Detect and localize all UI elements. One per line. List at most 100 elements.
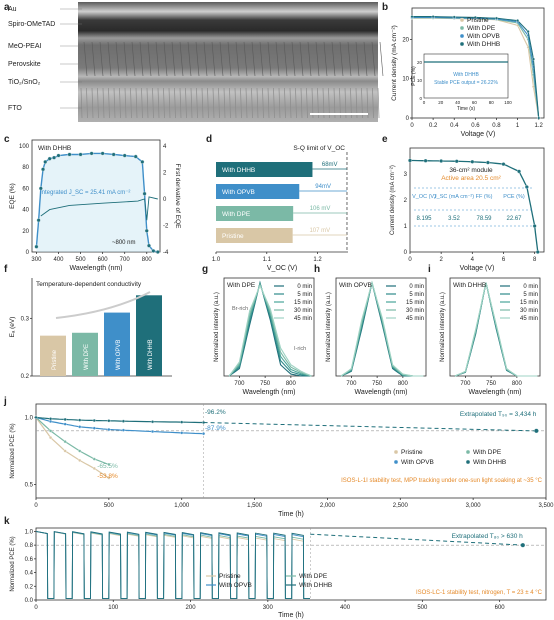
grain-line <box>211 41 216 77</box>
pl-legend: 45 min <box>294 316 312 322</box>
grain-line <box>147 41 152 77</box>
x-tick-label: 750 <box>372 381 383 387</box>
fto-grain <box>218 87 220 119</box>
module-marker <box>535 250 540 254</box>
eqe-marker <box>142 191 147 196</box>
j-legend: Pristine <box>401 449 423 456</box>
fto-grain <box>80 87 83 119</box>
grain-line <box>139 41 144 77</box>
panel-letter-j: j <box>3 396 7 407</box>
fto-grain <box>262 87 264 119</box>
x-tick-label: 800 <box>286 381 297 387</box>
panel-letter-f: f <box>4 264 8 275</box>
eqe-marker <box>151 248 156 253</box>
x-tick-label: 200 <box>186 605 197 611</box>
y2-tick-label: 0 <box>163 197 167 203</box>
pl-legend: 0 min <box>297 284 312 290</box>
fto-grain <box>91 87 94 119</box>
y-tick-label: 0.2 <box>21 374 30 380</box>
pl-axes <box>449 277 541 377</box>
br-rich-label: Br-rich <box>232 306 248 312</box>
cycling-curve <box>35 530 310 600</box>
k-legend: With DHHB <box>299 582 332 589</box>
module-table-header: V_OC (V) <box>412 194 436 200</box>
x-tick-label: 1.2 <box>313 257 322 263</box>
stability-marker <box>63 422 67 426</box>
x-tick-label: 750 <box>260 381 271 387</box>
stability-marker <box>78 425 82 429</box>
sem-image <box>78 2 378 122</box>
pl-legend: 45 min <box>406 316 424 322</box>
y-tick-label: 0 <box>406 116 410 122</box>
cycling-axes <box>35 527 547 601</box>
x-tick-label: 0 <box>34 605 38 611</box>
fto-grain <box>102 87 105 119</box>
layer-label: FTO <box>8 105 22 112</box>
panel-letter-c: c <box>4 134 10 145</box>
grain-line <box>259 41 264 77</box>
voc-bar <box>216 206 294 221</box>
eqe-marker <box>100 151 105 156</box>
module-marker <box>408 158 412 163</box>
fto-grain <box>130 87 132 119</box>
jv-marker <box>431 15 435 19</box>
y-tick-label: 3 <box>404 172 408 178</box>
jv-legend: With DHHB <box>467 41 500 48</box>
pl-tag: With OPVB <box>339 282 372 289</box>
grain-line <box>83 41 88 77</box>
extrapolation-point <box>534 428 539 434</box>
stability-marker <box>63 440 67 444</box>
voc-bar <box>216 184 300 199</box>
inset-xtick: 40 <box>455 100 461 105</box>
j-legend: With DPE <box>473 449 502 456</box>
stability-marker <box>121 419 125 423</box>
jv-axes <box>411 7 545 119</box>
y-tick-label: 20 <box>402 37 409 43</box>
eqe-annotation: Integrated J_SC = 25.41 mA cm⁻² <box>40 190 130 196</box>
pl-xlabel: Wavelength (nm) <box>242 389 295 396</box>
y-tick-label: 0.4 <box>25 571 34 577</box>
stability-marker <box>121 428 125 432</box>
stability-curve-with-dhhb <box>35 416 204 424</box>
fto-grain <box>179 87 182 119</box>
j-legend-marker <box>393 449 399 455</box>
inset-ytick: 0 <box>419 96 422 101</box>
fto-grain <box>300 87 303 119</box>
stability-marker <box>107 427 111 432</box>
module-marker <box>532 224 537 228</box>
stability-marker <box>107 419 111 423</box>
k-extrapolated: Extrapolated T₈₀ > 630 h <box>452 533 524 540</box>
stability-marker <box>180 420 184 424</box>
jv-legend: Pristine <box>467 17 489 24</box>
ea-bar <box>40 335 66 376</box>
k-extrapolation-line <box>310 533 523 546</box>
j-legend-marker <box>465 459 471 465</box>
stability-marker <box>92 466 96 471</box>
module-marker <box>485 160 490 165</box>
fto-grain <box>372 87 374 119</box>
inset-axes <box>423 53 509 99</box>
y-tick-label: 100 <box>19 144 30 150</box>
jv-ylabel: Current density (mA cm⁻²) <box>391 25 398 101</box>
fto-grain <box>157 87 160 119</box>
pl-axes <box>335 277 427 377</box>
legend-marker <box>459 25 465 31</box>
trend-arrow <box>55 291 151 319</box>
voc-bar-label: With OPVB <box>222 189 255 196</box>
grain-line <box>91 41 96 77</box>
k-legend: With DPE <box>299 573 328 580</box>
pl-legend: 30 min <box>520 308 538 314</box>
pl-ylabel: Normalized intensity (a.u.) <box>326 292 332 362</box>
y-tick-label: 80 <box>22 165 29 171</box>
y-tick-label: 10 <box>402 77 409 83</box>
fto-grain <box>185 87 187 119</box>
module-table-value: 78.59 <box>476 216 492 222</box>
grain-line <box>123 41 128 77</box>
x-tick-label: 300 <box>263 605 274 611</box>
eqe-marker <box>56 153 61 158</box>
fto-grain <box>245 87 248 119</box>
eqe-marker <box>36 218 41 223</box>
voc-bar-label: Pristine <box>222 233 244 240</box>
grain-line <box>227 41 232 77</box>
pl-legend: 15 min <box>406 300 424 306</box>
